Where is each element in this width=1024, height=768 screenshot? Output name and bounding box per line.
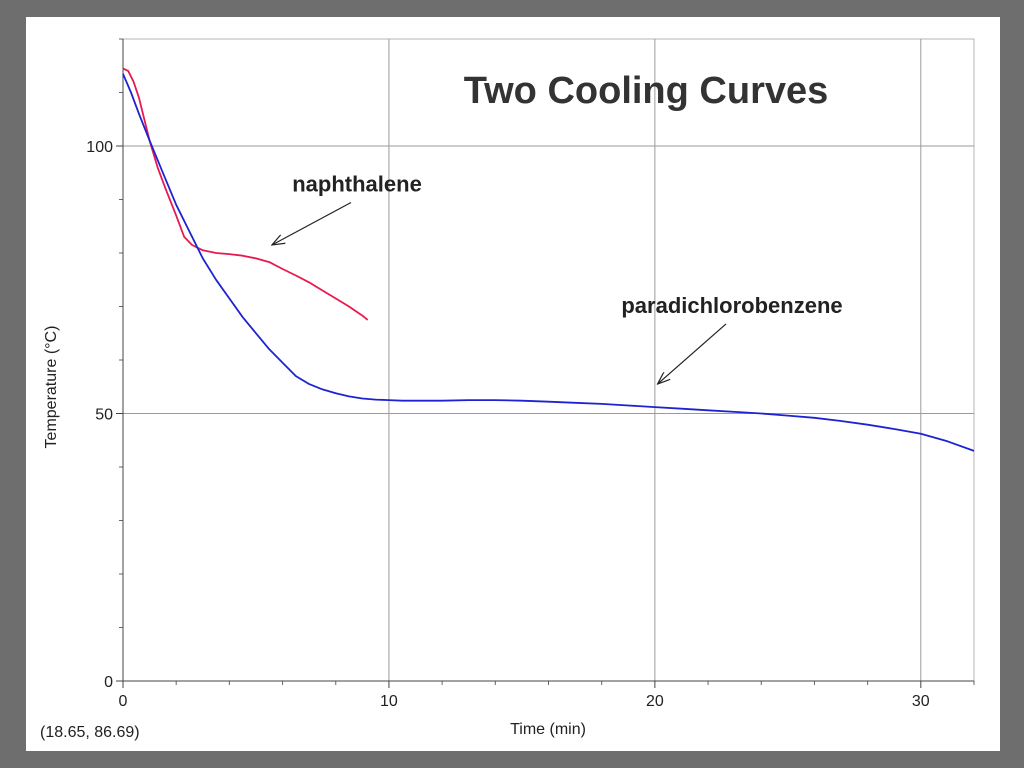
annotations: naphthalene paradichlorobenzene bbox=[272, 171, 843, 384]
x-tick-label: 20 bbox=[646, 693, 664, 710]
grid bbox=[122, 38, 975, 682]
cooling-curves-chart: 0 10 20 30 0 50 100 naphthalene paradichloroben… bbox=[40, 38, 975, 741]
y-tick-label: 0 bbox=[104, 674, 113, 691]
ticks: 0 10 20 30 0 50 100 bbox=[86, 38, 975, 710]
y-axis-label: Temperature (°C) bbox=[43, 326, 60, 449]
x-axis-label: Time (min) bbox=[510, 721, 586, 738]
plot-frame bbox=[122, 38, 975, 682]
slide-frame: 0 10 20 30 0 50 100 naphthalene paradichloroben… bbox=[26, 17, 1000, 751]
annotation-arrow-paradichlorobenzene bbox=[658, 323, 727, 384]
cursor-coordinate-readout: (18.65, 86.69) bbox=[40, 724, 140, 741]
series-layer bbox=[122, 67, 975, 452]
annotation-label-naphthalene: naphthalene bbox=[292, 171, 422, 196]
annotation-arrow-naphthalene bbox=[272, 201, 352, 245]
chart-title: Two Cooling Curves bbox=[464, 70, 829, 112]
x-tick-label: 30 bbox=[912, 693, 930, 710]
annotation-label-paradichlorobenzene: paradichlorobenzene bbox=[621, 293, 842, 318]
series-line-naphthalene bbox=[122, 67, 369, 321]
x-tick-label: 0 bbox=[119, 693, 128, 710]
x-tick-label: 10 bbox=[380, 693, 398, 710]
y-tick-label: 50 bbox=[95, 407, 113, 424]
series-line-paradichlorobenzene bbox=[122, 73, 975, 452]
y-tick-label: 100 bbox=[86, 139, 113, 156]
